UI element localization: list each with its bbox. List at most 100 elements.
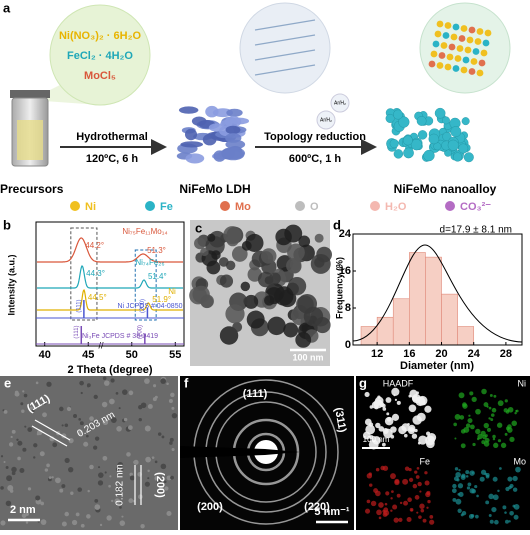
element-signal [422, 518, 427, 523]
element-signal [364, 391, 370, 398]
lattice-dot [21, 409, 25, 413]
element-signal [392, 504, 398, 510]
element-signal [512, 504, 516, 508]
element-signal [384, 502, 388, 506]
element-signal [454, 467, 459, 471]
element-signal [381, 442, 386, 447]
element-signal [475, 408, 481, 415]
element-signal [418, 435, 428, 445]
lattice-dot [29, 406, 33, 410]
particle [283, 322, 299, 338]
element-signal [396, 493, 401, 498]
lattice-dot [27, 487, 32, 491]
lattice-dot [129, 475, 135, 481]
alloy-cluster [385, 107, 474, 163]
element-signal [394, 398, 398, 401]
lattice-dot [0, 520, 6, 526]
lattice-dot [115, 467, 120, 472]
lattice-dot [89, 416, 94, 421]
scale-label: 100 nm [292, 352, 323, 362]
element-signal [497, 489, 500, 493]
legend-label: H₂O [385, 201, 407, 213]
peak-label: 44.5° [88, 293, 107, 302]
lattice-dot [160, 463, 167, 470]
histogram-bar [409, 252, 426, 346]
lattice-dot [171, 412, 178, 419]
lattice-dot [144, 481, 150, 487]
ldh-flake [221, 147, 246, 159]
element-signal [383, 507, 389, 513]
lattice-dot [151, 456, 155, 459]
alloy-particle [447, 139, 459, 151]
atom [476, 69, 484, 77]
lattice-dot [61, 484, 66, 489]
element-signal [505, 486, 510, 492]
atom [464, 46, 472, 54]
pattern-label: Ni₇₅Fe₁₁Mo₁₄ [122, 227, 167, 236]
pattern-label: Ni [168, 287, 176, 296]
xrd-pattern [37, 265, 183, 289]
panel-label: b [3, 217, 11, 232]
lattice-dot [102, 455, 108, 461]
lattice-dot [94, 504, 101, 510]
lattice-dot [64, 423, 69, 428]
lattice-dot [114, 498, 121, 504]
ldh-flake [178, 106, 199, 114]
element-signal [368, 472, 372, 476]
step-name: Topology reduction [264, 131, 366, 143]
element-signal [493, 442, 499, 448]
lattice-dot [121, 468, 124, 471]
element-signal [382, 407, 387, 411]
element-signal [481, 388, 487, 395]
element-signal [425, 435, 435, 446]
atom [436, 20, 444, 28]
atom [462, 56, 470, 64]
legend-label: Mo [235, 201, 251, 213]
particle [219, 274, 234, 288]
histogram-bar [441, 293, 458, 346]
beaker-lid [10, 90, 50, 98]
lattice-dot [140, 524, 145, 529]
lattice-dot [145, 456, 152, 463]
x-tick-label: 16 [403, 348, 415, 360]
y-tick-label: 0 [345, 339, 351, 351]
beam-stop [180, 446, 300, 458]
lattice-dot [71, 519, 78, 526]
y-tick-label: 8 [345, 302, 351, 314]
atom [444, 63, 452, 71]
particle [287, 243, 305, 262]
atom [430, 50, 438, 58]
alloy-particle [417, 130, 428, 140]
particle [287, 276, 307, 296]
atom [442, 32, 450, 39]
lattice-dot [128, 390, 134, 396]
lattice-dot [152, 397, 157, 402]
element-signal [391, 490, 394, 494]
alloy-particle [442, 116, 450, 125]
atom [484, 29, 492, 37]
map-label: HAADF [383, 378, 414, 388]
element-signal [496, 422, 503, 428]
element-signal [504, 511, 507, 514]
element-signal [412, 483, 418, 489]
reference-label: Ni₃Fe JCPDS # 38-0419 [82, 333, 158, 340]
lattice-dot [33, 456, 36, 459]
particle [243, 296, 252, 306]
element-signal [414, 428, 418, 433]
atom [466, 36, 474, 44]
lattice-dot [55, 477, 61, 484]
element-signal [456, 478, 460, 482]
element-signal [497, 400, 504, 407]
lattice-dot [147, 403, 153, 409]
lattice-dot [78, 418, 81, 421]
legend-swatch [145, 201, 155, 211]
lattice-dot [46, 463, 50, 468]
lattice-dot [70, 491, 74, 495]
step-condition: 600ºC, 1 h [289, 153, 342, 165]
element-signal [408, 424, 416, 432]
lattice-dot [147, 477, 150, 480]
element-signal [461, 473, 466, 479]
element-signal [480, 430, 486, 436]
hrtem-image [0, 376, 178, 530]
